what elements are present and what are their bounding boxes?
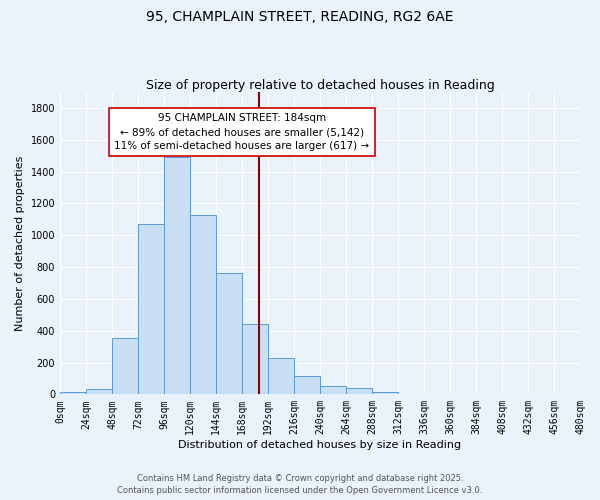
- Text: 95 CHAMPLAIN STREET: 184sqm
← 89% of detached houses are smaller (5,142)
11% of : 95 CHAMPLAIN STREET: 184sqm ← 89% of det…: [115, 113, 370, 151]
- X-axis label: Distribution of detached houses by size in Reading: Distribution of detached houses by size …: [178, 440, 461, 450]
- Bar: [320, 386, 346, 394]
- Text: Contains HM Land Registry data © Crown copyright and database right 2025.
Contai: Contains HM Land Registry data © Crown c…: [118, 474, 482, 495]
- Bar: [86, 389, 112, 394]
- Bar: [112, 338, 138, 394]
- Bar: [372, 392, 398, 394]
- Bar: [268, 358, 294, 395]
- Title: Size of property relative to detached houses in Reading: Size of property relative to detached ho…: [146, 79, 494, 92]
- Y-axis label: Number of detached properties: Number of detached properties: [15, 156, 25, 331]
- Bar: [190, 214, 216, 394]
- Bar: [242, 324, 268, 394]
- Bar: [60, 392, 86, 394]
- Bar: [294, 376, 320, 394]
- Text: 95, CHAMPLAIN STREET, READING, RG2 6AE: 95, CHAMPLAIN STREET, READING, RG2 6AE: [146, 10, 454, 24]
- Bar: [216, 274, 242, 394]
- Bar: [346, 388, 372, 394]
- Bar: [164, 157, 190, 394]
- Bar: [138, 224, 164, 394]
